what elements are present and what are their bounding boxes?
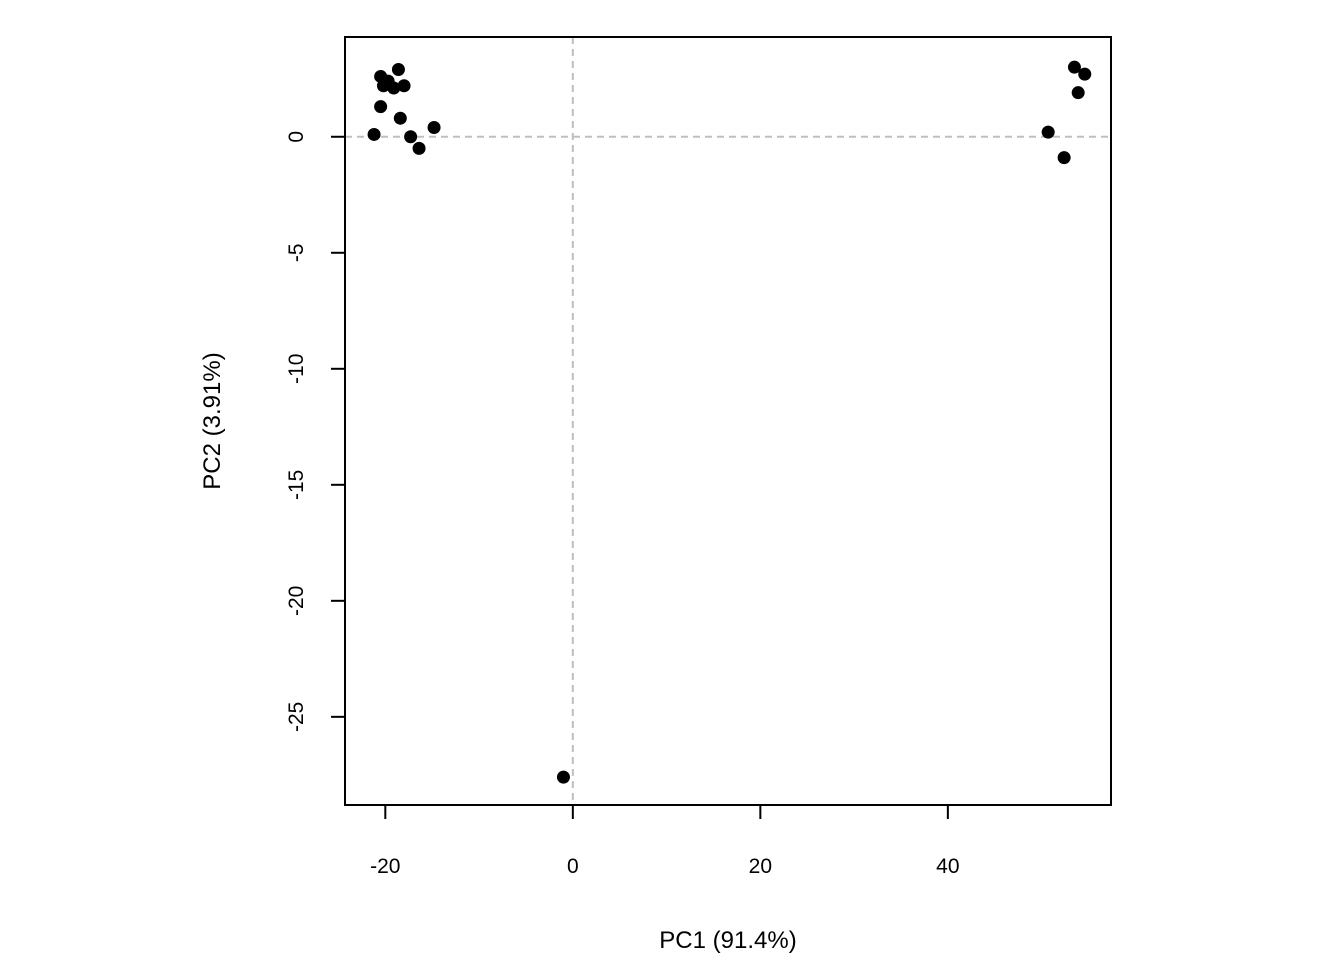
data-point bbox=[404, 130, 418, 144]
y-tick-label: 0 bbox=[285, 131, 308, 143]
x-tick-label: -20 bbox=[370, 855, 400, 878]
data-point bbox=[1067, 60, 1081, 74]
y-axis-title: PC2 (3.91%) bbox=[199, 352, 226, 489]
x-axis-title: PC1 (91.4%) bbox=[659, 927, 796, 954]
data-point bbox=[427, 120, 441, 134]
y-tick-label: -15 bbox=[285, 470, 308, 500]
data-point bbox=[387, 81, 401, 95]
data-point bbox=[374, 100, 388, 114]
x-tick-label: 40 bbox=[936, 855, 959, 878]
data-point bbox=[391, 62, 405, 76]
axis-tick-labels-group: -20 0 20 40 0 -5 -10 -15 -20 -25 bbox=[285, 131, 960, 878]
y-tick-label: -5 bbox=[285, 243, 308, 262]
data-point bbox=[397, 79, 411, 93]
plot-border-box bbox=[344, 36, 1112, 806]
y-tick-label: -20 bbox=[285, 586, 308, 616]
data-point bbox=[412, 141, 426, 155]
data-point bbox=[1078, 67, 1092, 81]
axis-ticks-group bbox=[331, 135, 949, 819]
y-tick-label: -25 bbox=[285, 702, 308, 732]
data-point bbox=[367, 127, 381, 141]
reference-lines-group bbox=[345, 37, 1111, 805]
data-point bbox=[556, 770, 570, 784]
data-points-group bbox=[367, 60, 1092, 784]
data-point bbox=[1057, 151, 1071, 165]
x-tick-label: 0 bbox=[567, 855, 579, 878]
data-point bbox=[393, 111, 407, 125]
y-tick-label: -10 bbox=[285, 354, 308, 384]
data-point bbox=[1041, 125, 1055, 139]
x-tick-label: 20 bbox=[749, 855, 772, 878]
data-point bbox=[1071, 86, 1085, 100]
